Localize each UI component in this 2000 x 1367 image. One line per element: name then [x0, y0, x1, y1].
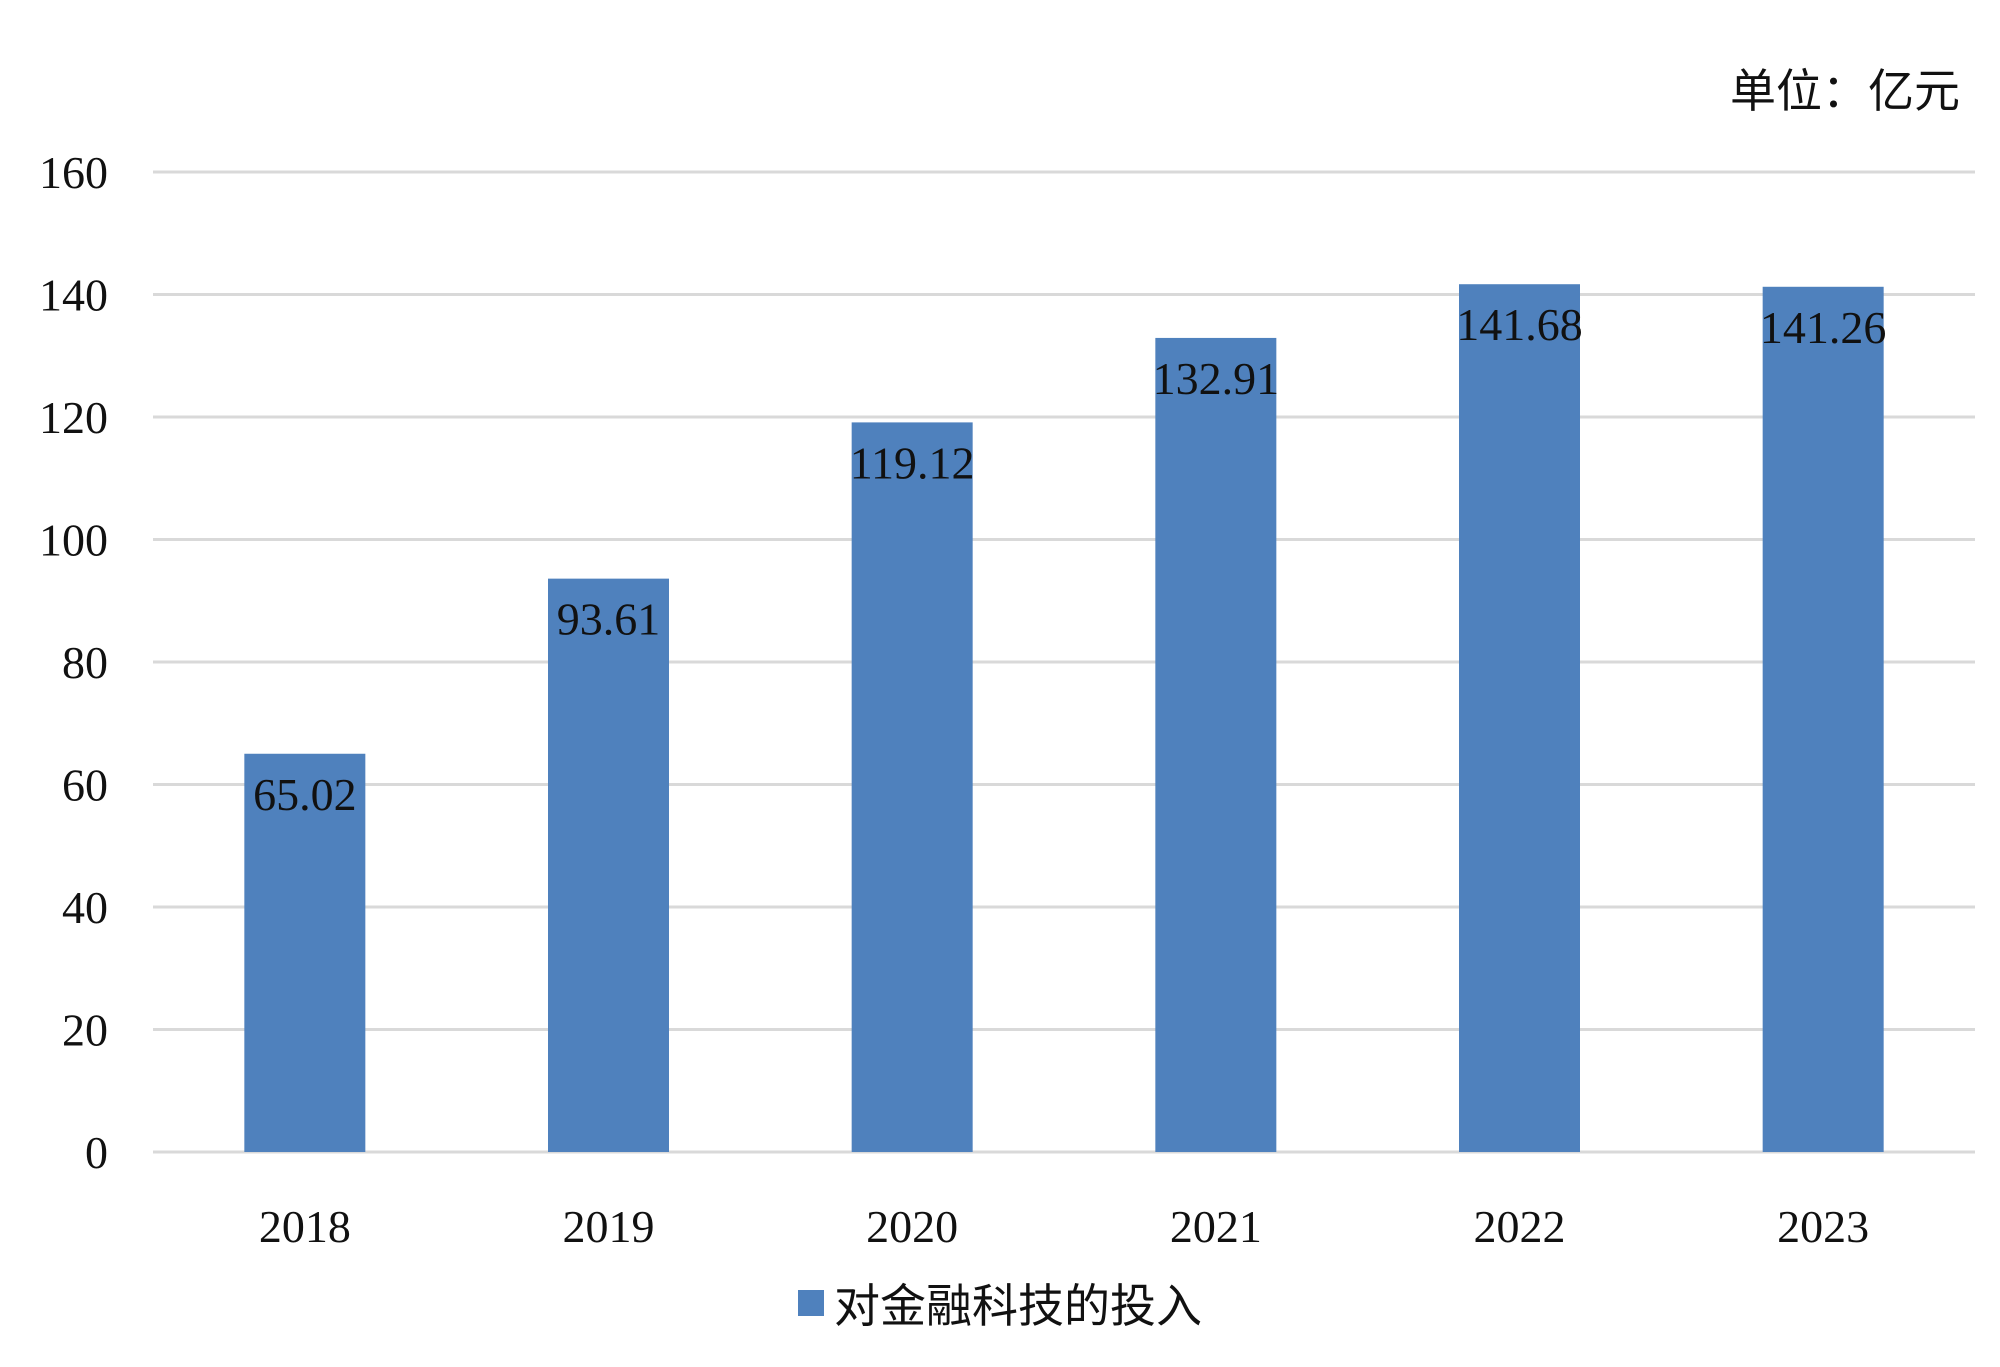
y-tick-label: 100	[39, 515, 108, 566]
y-tick-label: 80	[62, 637, 108, 688]
x-tick-label: 2023	[1777, 1201, 1869, 1252]
bar-2020	[851, 422, 973, 1152]
x-tick-label: 2022	[1474, 1201, 1566, 1252]
legend-label: 对金融科技的投入	[834, 1279, 1202, 1333]
x-tick-label: 2020	[866, 1201, 958, 1252]
y-tick-label: 140	[39, 270, 108, 321]
legend: 对金融科技的投入	[0, 1270, 2000, 1336]
data-label: 132.91	[1153, 353, 1280, 404]
x-tick-label: 2019	[563, 1201, 655, 1252]
bar-2023	[1762, 286, 1884, 1153]
data-label: 65.02	[253, 769, 357, 820]
y-tick-label: 60	[62, 760, 108, 811]
data-label: 141.26	[1760, 302, 1887, 353]
data-label: 119.12	[850, 437, 975, 488]
legend-swatch	[798, 1290, 824, 1316]
unit-label: 单位：亿元	[1730, 64, 1960, 118]
y-tick-label: 120	[39, 392, 108, 443]
y-tick-label: 20	[62, 1005, 108, 1056]
bar-2019	[548, 578, 669, 1152]
y-tick-label: 0	[85, 1127, 108, 1178]
data-label: 93.61	[557, 594, 661, 645]
y-tick-label: 160	[39, 147, 108, 198]
y-tick-label: 40	[62, 882, 108, 933]
bar-2018	[244, 753, 366, 1152]
x-tick-label: 2018	[259, 1201, 351, 1252]
data-label: 141.68	[1456, 299, 1583, 350]
x-tick-label: 2021	[1170, 1201, 1262, 1252]
bar-2022	[1459, 284, 1580, 1153]
bar-2021	[1155, 337, 1277, 1152]
